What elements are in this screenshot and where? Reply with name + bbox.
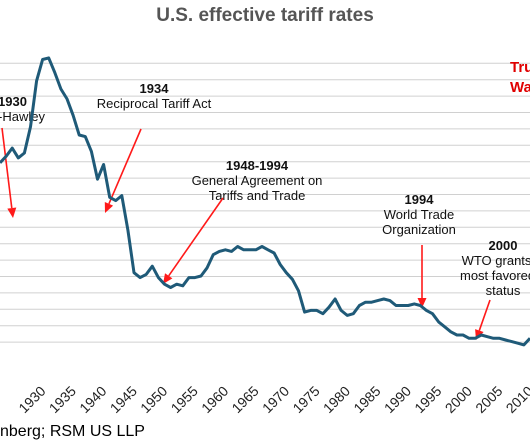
annotation-arrow bbox=[168, 197, 224, 277]
x-tick-label: 2010 bbox=[503, 383, 530, 416]
x-tick-label: 1935 bbox=[46, 383, 79, 416]
annotation-text: Reciprocal Tariff Act bbox=[97, 96, 212, 111]
annotation-year: 1994 bbox=[405, 192, 435, 207]
x-tick-label: 1980 bbox=[320, 383, 353, 416]
annotation-1930: 1930-Hawley bbox=[0, 94, 45, 218]
annotation-arrow bbox=[478, 299, 491, 331]
chart-title: U.S. effective tariff rates bbox=[156, 5, 374, 26]
x-axis-ticks: 1930193519401945195019551960196519701975… bbox=[15, 383, 530, 416]
annotation-arrowhead bbox=[163, 273, 173, 284]
x-tick-label: 1950 bbox=[137, 383, 170, 416]
annotation-text: status bbox=[486, 283, 521, 298]
x-tick-label: 2005 bbox=[472, 383, 505, 416]
x-tick-label: 1955 bbox=[168, 383, 201, 416]
annotation-arrowhead bbox=[104, 202, 114, 213]
annotation-text: General Agreement on bbox=[192, 173, 323, 188]
annotation-year: 1930 bbox=[0, 94, 27, 109]
x-tick-label: 1945 bbox=[107, 383, 140, 416]
x-tick-label: 1930 bbox=[15, 383, 48, 416]
annotation-arrowhead bbox=[7, 207, 17, 218]
side-label-line-1: Tru bbox=[510, 59, 530, 76]
annotation-text: WTO grants C bbox=[462, 253, 530, 268]
source-note: nberg; RSM US LLP bbox=[0, 423, 145, 440]
x-tick-label: 1940 bbox=[76, 383, 109, 416]
x-tick-label: 2000 bbox=[442, 383, 475, 416]
x-tick-label: 1965 bbox=[228, 383, 261, 416]
annotation-text: -Hawley bbox=[0, 109, 45, 124]
gridlines bbox=[0, 62, 530, 343]
annotation-arrow bbox=[1, 127, 13, 209]
x-tick-label: 1975 bbox=[289, 383, 322, 416]
annotation-arrow bbox=[108, 128, 142, 205]
annotation-text: Organization bbox=[382, 222, 456, 237]
annotation-text: World Trade bbox=[384, 207, 455, 222]
x-tick-label: 1985 bbox=[350, 383, 383, 416]
side-label-line-2: Wa bbox=[510, 79, 530, 96]
annotation-year: 2000 bbox=[489, 238, 518, 253]
annotation-arrowhead bbox=[417, 298, 427, 308]
x-tick-label: 1995 bbox=[411, 383, 444, 416]
x-tick-label: 1960 bbox=[198, 383, 231, 416]
annotation-year: 1934 bbox=[140, 81, 170, 96]
annotation-text: Tariffs and Trade bbox=[209, 188, 306, 203]
annotation-year: 1948-1994 bbox=[226, 158, 289, 173]
x-tick-label: 1970 bbox=[259, 383, 292, 416]
series-line bbox=[0, 56, 530, 347]
x-tick-label: 1990 bbox=[381, 383, 414, 416]
annotation-text: most favored n bbox=[460, 268, 530, 283]
